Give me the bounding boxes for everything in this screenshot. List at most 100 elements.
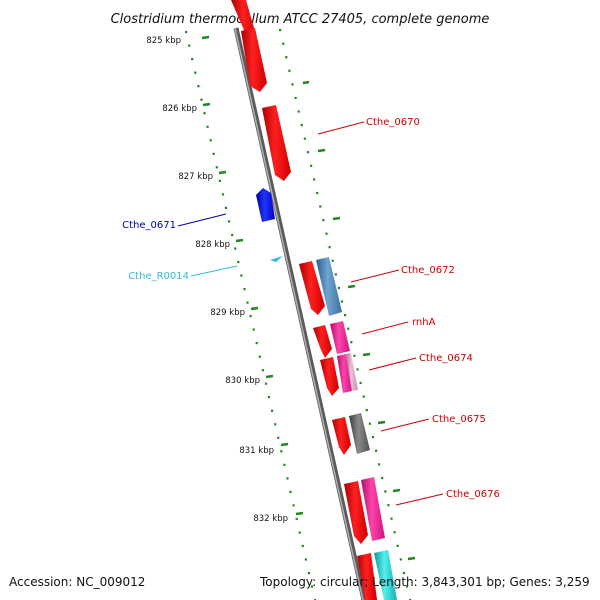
- ring-dot: [310, 164, 313, 167]
- ring-dot: [212, 152, 215, 155]
- scale-tick: 831 kbp: [239, 442, 289, 456]
- genome-backbone: [233, 27, 367, 600]
- gene-label-cthe-0674[interactable]: Cthe_0674: [419, 353, 473, 364]
- cds-cog-block[interactable]: [374, 550, 397, 600]
- ring-dot: [246, 301, 249, 304]
- ring-dot: [384, 490, 387, 493]
- ring-dot: [319, 205, 322, 208]
- ring-dot: [304, 558, 307, 561]
- ring-dot: [258, 355, 261, 358]
- ring-dot: [237, 260, 240, 264]
- ring-dot: [297, 110, 300, 113]
- ring-dot: [243, 288, 246, 291]
- ring-dot: [215, 166, 218, 169]
- gene-label-cthe-0671[interactable]: Cthe_0671: [122, 220, 176, 231]
- cds-arrow[interactable]: [332, 417, 351, 455]
- ring-dot: [288, 69, 291, 72]
- genome-backbone-highlight: [234, 27, 364, 600]
- scale-tick: 829 kbp: [210, 306, 259, 318]
- ring-dot: [294, 96, 297, 100]
- cds-arrow[interactable]: [357, 553, 377, 600]
- scale-tick: 825 kbp: [146, 35, 210, 46]
- label-leader-line: [368, 357, 417, 371]
- ring-dot: [301, 544, 304, 548]
- scale-tick: 827 kbp: [178, 170, 227, 182]
- ring-dot: [191, 58, 194, 61]
- ring-dot: [203, 112, 206, 115]
- ring-dot: [399, 558, 402, 561]
- ring-dot: [197, 85, 200, 88]
- ring-dot: [340, 300, 344, 303]
- scale-tick: 826 kbp: [162, 102, 211, 114]
- cds-arrow[interactable]: [313, 325, 332, 358]
- accession-text: Accession: NC_009012: [9, 575, 146, 589]
- genome-title: Clostridium thermocellum ATCC 27405, com…: [111, 12, 490, 27]
- ring-dot: [393, 531, 396, 534]
- ring-dot: [264, 382, 268, 385]
- scale-tick-label: 826 kbp: [162, 104, 197, 114]
- label-leader-line: [395, 493, 444, 506]
- ring-dot: [295, 517, 298, 521]
- gene-label-cthe-0670[interactable]: Cthe_0670: [366, 117, 420, 128]
- gene-label-cthe-0675[interactable]: Cthe_0675: [432, 414, 486, 425]
- ring-dot: [310, 585, 314, 588]
- ring-dot: [359, 381, 362, 385]
- gene-label-cthe-0672[interactable]: Cthe_0672: [401, 265, 455, 276]
- ring-dot: [224, 206, 228, 209]
- ring-dot: [328, 246, 331, 249]
- genome-summary-text: Topology: circular; Length: 3,843,301 bp…: [260, 575, 590, 589]
- gene-label-rnha[interactable]: rnhA: [412, 317, 436, 328]
- gene-label-cthe-r0014[interactable]: Cthe_R0014: [128, 271, 189, 282]
- ring-dot: [331, 259, 334, 262]
- ring-dot: [285, 56, 288, 59]
- ring-dot: [231, 233, 234, 237]
- scale-tick: 828 kbp: [195, 238, 244, 250]
- cds-arrow[interactable]: [262, 105, 291, 181]
- scale-tick-label: 829 kbp: [210, 308, 245, 318]
- rna-arrow[interactable]: [270, 256, 283, 262]
- ring-dot: [292, 504, 295, 507]
- cds-cog-block[interactable]: [346, 353, 358, 391]
- tick-ring-dots: [185, 29, 412, 600]
- gene-label-group: Cthe_0670 Cthe_0671 Cthe_R0014 Cthe_0672…: [122, 117, 500, 506]
- cds-arrow[interactable]: [344, 481, 368, 544]
- cds-arrow-reverse[interactable]: [256, 188, 275, 222]
- ring-dot: [255, 342, 258, 345]
- cds-arrow[interactable]: [241, 28, 267, 92]
- cds-cog-block[interactable]: [349, 413, 370, 454]
- ring-dot: [307, 572, 311, 575]
- ring-dot: [228, 220, 231, 223]
- ring-dot: [344, 314, 347, 317]
- ring-dot: [390, 517, 393, 520]
- ring-dot: [334, 273, 337, 276]
- cds-cog-block[interactable]: [316, 257, 342, 316]
- ring-dot: [313, 178, 316, 181]
- ring-dot: [200, 98, 203, 101]
- ring-dot: [234, 247, 237, 250]
- ring-dot: [347, 327, 350, 330]
- ring-dot: [353, 354, 356, 357]
- ring-dot: [291, 83, 294, 86]
- ring-dot: [249, 315, 252, 318]
- ring-dot: [402, 571, 405, 575]
- ring-dot: [185, 31, 188, 34]
- ring-dot: [396, 544, 399, 547]
- gene-label-cthe-0676[interactable]: Cthe_0676: [446, 489, 500, 500]
- ring-dot: [350, 341, 353, 344]
- scale-tick-label: 825 kbp: [146, 36, 181, 46]
- ring-dot: [316, 191, 319, 195]
- ring-dot: [378, 463, 381, 466]
- scale-tick: 832 kbp: [253, 511, 304, 524]
- ring-dot: [303, 137, 306, 140]
- ring-dot: [240, 274, 243, 277]
- cds-cog-block[interactable]: [330, 321, 350, 354]
- ring-dot: [194, 71, 197, 74]
- cds-arrow[interactable]: [320, 357, 339, 396]
- label-leader-line: [350, 269, 400, 283]
- inner-ring-ticks: [302, 80, 416, 561]
- label-leader-line: [380, 418, 430, 432]
- cds-arrow[interactable]: [299, 261, 325, 315]
- cds-cog-block[interactable]: [361, 477, 385, 541]
- scale-tick: 830 kbp: [225, 374, 274, 386]
- cds-cog-block[interactable]: [337, 354, 352, 393]
